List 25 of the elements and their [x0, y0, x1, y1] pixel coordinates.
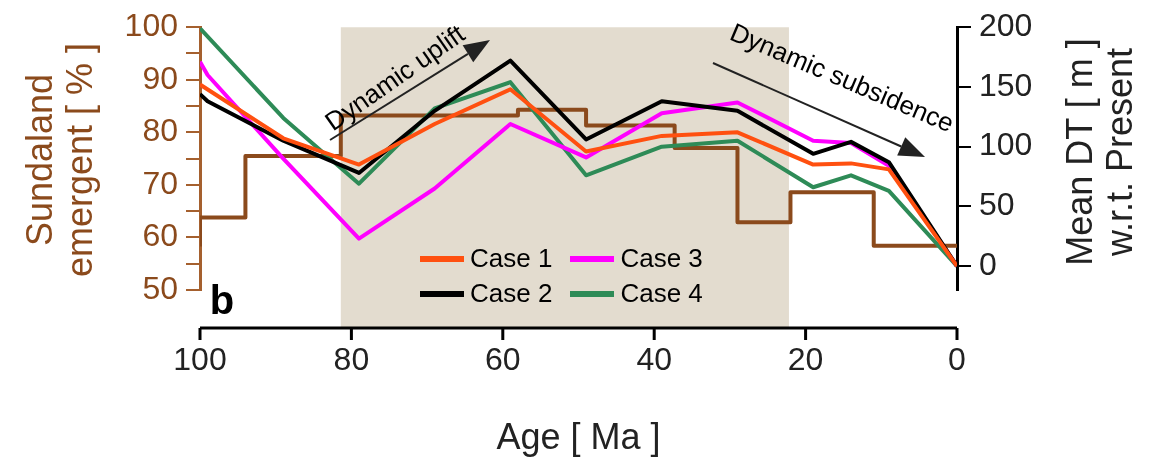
y2-tick-label: 200	[979, 7, 1033, 44]
y-tick-label: 50	[142, 269, 178, 306]
legend-label: Case 4	[620, 278, 703, 309]
legend-label: Case 3	[620, 243, 703, 274]
y2-tick-label: 100	[979, 126, 1033, 163]
x-tick-label: 80	[333, 341, 370, 378]
y-tick-label: 90	[142, 59, 178, 96]
y-tick-label: 100	[124, 7, 178, 44]
legend-label: Case 1	[470, 243, 553, 274]
y-tick-label: 70	[142, 164, 178, 201]
y2-tick-label: 150	[979, 66, 1033, 103]
y-tick-label: 60	[142, 217, 178, 254]
x-tick-label: 100	[173, 341, 227, 378]
y2-tick-label: 50	[979, 186, 1015, 223]
x-tick-label: 60	[485, 341, 521, 378]
y-tick-label: 80	[142, 112, 178, 149]
y2-axis-title: Mean DT [ m ] w.r.t. Present	[1059, 37, 1140, 268]
y2-tick-label: 0	[979, 245, 997, 282]
y-axis-title: Sundaland emergent [ % ]	[19, 41, 100, 280]
x-tick-label: 40	[636, 341, 672, 378]
x-tick-label: 0	[948, 341, 966, 378]
x-axis-title: Age [ Ma ]	[496, 416, 661, 458]
legend-label: Case 2	[470, 278, 553, 309]
annotation: b	[209, 277, 235, 323]
x-tick-label: 20	[787, 341, 824, 378]
